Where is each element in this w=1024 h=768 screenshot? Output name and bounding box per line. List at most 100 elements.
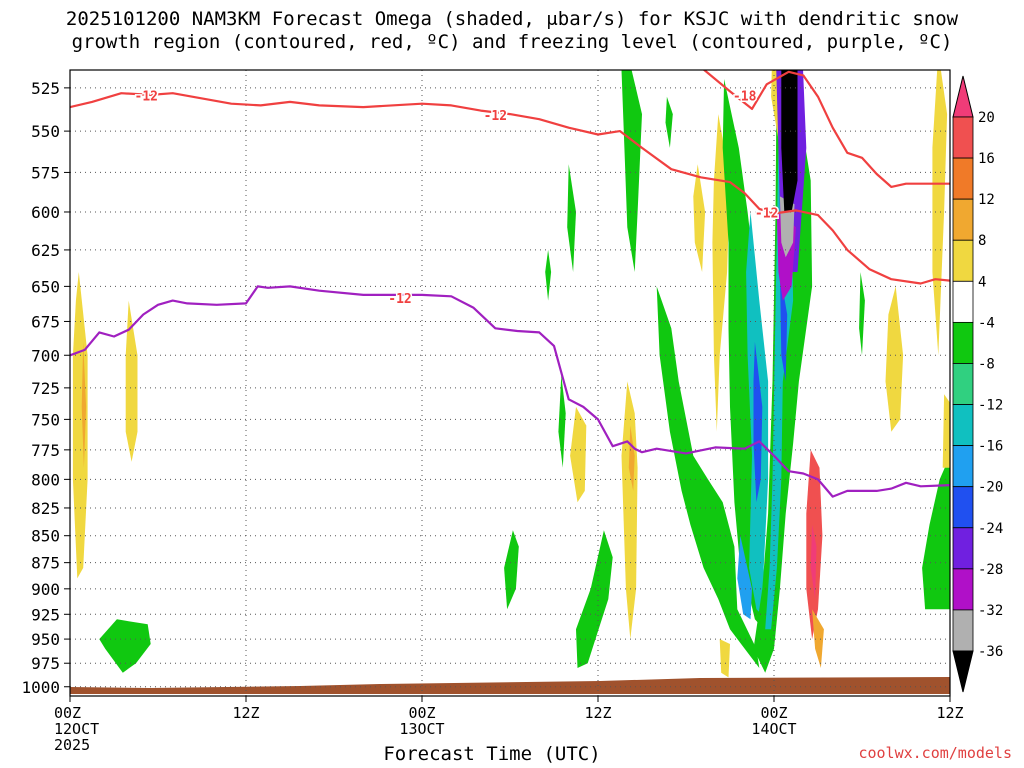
y-tick-label-950: 950 bbox=[31, 630, 60, 649]
contour-label-1: -12 bbox=[484, 109, 507, 124]
omega-shaded-region-4 bbox=[621, 70, 642, 272]
colorbar-label-9: -20 bbox=[978, 480, 1003, 496]
omega-shaded-region-28 bbox=[781, 70, 798, 212]
colorbar-label-5: -4 bbox=[978, 315, 995, 331]
omega-shaded-region-30 bbox=[810, 524, 817, 600]
omega-shaded-region-23 bbox=[779, 272, 788, 382]
x-tick-label-60-0: 12Z bbox=[936, 704, 963, 722]
x-tick-label-0-0: 00Z bbox=[54, 704, 81, 722]
colorbar-top-arrow bbox=[952, 75, 974, 118]
colorbar-bottom-arrow bbox=[952, 650, 974, 693]
omega-shaded-region-10 bbox=[558, 375, 566, 468]
omega-shaded-region-16 bbox=[656, 286, 760, 668]
chart-title-line-2: growth region (contoured, red, ºC) and f… bbox=[71, 31, 953, 53]
colorbar-bin-8 bbox=[952, 445, 974, 488]
colorbar-bin-5 bbox=[952, 321, 974, 364]
y-tick-label-675: 675 bbox=[31, 312, 60, 331]
omega-shaded-region-34 bbox=[885, 286, 904, 432]
omega-shaded-region-9 bbox=[628, 425, 635, 491]
colorbar-label-12: -32 bbox=[978, 603, 1003, 619]
omega-shading-layer bbox=[70, 70, 950, 694]
contour-line-3 bbox=[70, 285, 950, 498]
colorbar-label-1: 16 bbox=[978, 151, 995, 167]
y-tick-label-600: 600 bbox=[31, 203, 60, 222]
colorbar-label-8: -16 bbox=[978, 439, 1003, 455]
colorbar-label-10: -24 bbox=[978, 521, 1003, 537]
omega-shaded-region-14 bbox=[693, 164, 706, 272]
x-tick-label-48-1: 14OCT bbox=[751, 720, 796, 738]
y-tick-label-900: 900 bbox=[31, 580, 60, 599]
x-tick-label-48-0: 00Z bbox=[760, 704, 787, 722]
contour-line-1 bbox=[702, 70, 950, 188]
colorbar-label-13: -36 bbox=[978, 644, 1003, 660]
colorbar-label-2: 12 bbox=[978, 192, 995, 208]
colorbar-bin-1 bbox=[952, 157, 974, 200]
contour-label-0: -12 bbox=[135, 90, 158, 105]
colorbar-bin-2 bbox=[952, 198, 974, 241]
omega-shaded-region-33 bbox=[859, 272, 865, 356]
colorbar-bin-3 bbox=[952, 239, 974, 282]
contour-label-4: -12 bbox=[388, 292, 411, 307]
omega-shaded-region-5 bbox=[665, 96, 673, 148]
omega-shaded-region-1 bbox=[81, 341, 87, 468]
y-tick-label-650: 650 bbox=[31, 277, 60, 296]
omega-shaded-region-13 bbox=[576, 530, 613, 668]
omega-shaded-region-6 bbox=[567, 164, 576, 272]
contour-label-3: -18 bbox=[733, 90, 757, 105]
colorbar-bin-12 bbox=[952, 609, 974, 652]
y-tick-label-625: 625 bbox=[31, 241, 60, 260]
omega-shaded-region-37 bbox=[942, 394, 950, 468]
y-tick-label-525: 525 bbox=[31, 79, 60, 98]
y-tick-label-575: 575 bbox=[31, 163, 60, 182]
chart-title-line-1: 2025101200 NAM3KM Forecast Omega (shaded… bbox=[65, 8, 959, 30]
colorbar-bin-9 bbox=[952, 486, 974, 529]
terrain-band bbox=[70, 677, 950, 694]
colorbar-bin-0 bbox=[952, 116, 974, 159]
colorbar-bin-10 bbox=[952, 527, 974, 570]
colorbar-bin-4 bbox=[952, 280, 974, 323]
plot-grid bbox=[69, 70, 951, 696]
plot-frame bbox=[69, 69, 951, 697]
omega-shaded-region-3 bbox=[99, 619, 151, 673]
y-tick-label-825: 825 bbox=[31, 499, 60, 518]
y-tick-label-1000: 1000 bbox=[21, 678, 60, 697]
omega-shaded-region-36 bbox=[922, 455, 950, 610]
x-tick-label-0-1: 12OCT bbox=[54, 720, 99, 738]
colorbar-label-3: 8 bbox=[978, 233, 986, 249]
colorbar-label-4: 4 bbox=[978, 274, 986, 290]
contour-line-0 bbox=[70, 92, 950, 285]
y-tick-label-550: 550 bbox=[31, 122, 60, 141]
y-tick-label-700: 700 bbox=[31, 346, 60, 365]
x-tick-label-36-0: 12Z bbox=[584, 704, 611, 722]
omega-shaded-region-32 bbox=[719, 639, 730, 678]
colorbar-bin-6 bbox=[952, 363, 974, 405]
y-tick-label-875: 875 bbox=[31, 554, 60, 573]
omega-shaded-region-8 bbox=[621, 381, 638, 640]
pressure-axis: 525 550 575 600 625 650 675 700 725 750 775 800 825 8… bbox=[21, 79, 70, 697]
y-tick-label-925: 925 bbox=[31, 605, 60, 624]
y-tick-label-725: 725 bbox=[31, 379, 60, 398]
omega-shaded-region-31 bbox=[812, 609, 824, 668]
site-credit: coolwx.com/models bbox=[858, 744, 1012, 762]
omega-shaded-region-35 bbox=[932, 70, 948, 356]
colorbar-bin-7 bbox=[952, 404, 974, 447]
colorbar-bin-11 bbox=[952, 568, 974, 611]
y-tick-label-850: 850 bbox=[31, 527, 60, 546]
omega-shaded-region-0 bbox=[72, 272, 88, 579]
x-tick-label-24-1: 13OCT bbox=[399, 720, 444, 738]
colorbar-label-7: -12 bbox=[978, 398, 1003, 414]
colorbar-label-0: 20 bbox=[978, 110, 995, 126]
x-axis-title-text: Forecast Time (UTC) bbox=[383, 743, 601, 765]
y-tick-label-800: 800 bbox=[31, 470, 60, 489]
contour-layer: -12 -12 -12 -18 -12 bbox=[70, 70, 950, 498]
omega-shaded-region-19 bbox=[753, 341, 763, 503]
omega-colorbar: 20 16 12 8 4 -4 -8 -12 -16 -20 -24 -28 -32 -36 bbox=[952, 75, 1003, 693]
x-tick-label-24-0: 00Z bbox=[408, 704, 435, 722]
colorbar-label-11: -28 bbox=[978, 562, 1003, 578]
x-tick-label-12-0: 12Z bbox=[232, 704, 259, 722]
y-tick-label-975: 975 bbox=[31, 654, 60, 673]
y-tick-label-750: 750 bbox=[31, 410, 60, 429]
y-tick-label-775: 775 bbox=[31, 441, 60, 460]
